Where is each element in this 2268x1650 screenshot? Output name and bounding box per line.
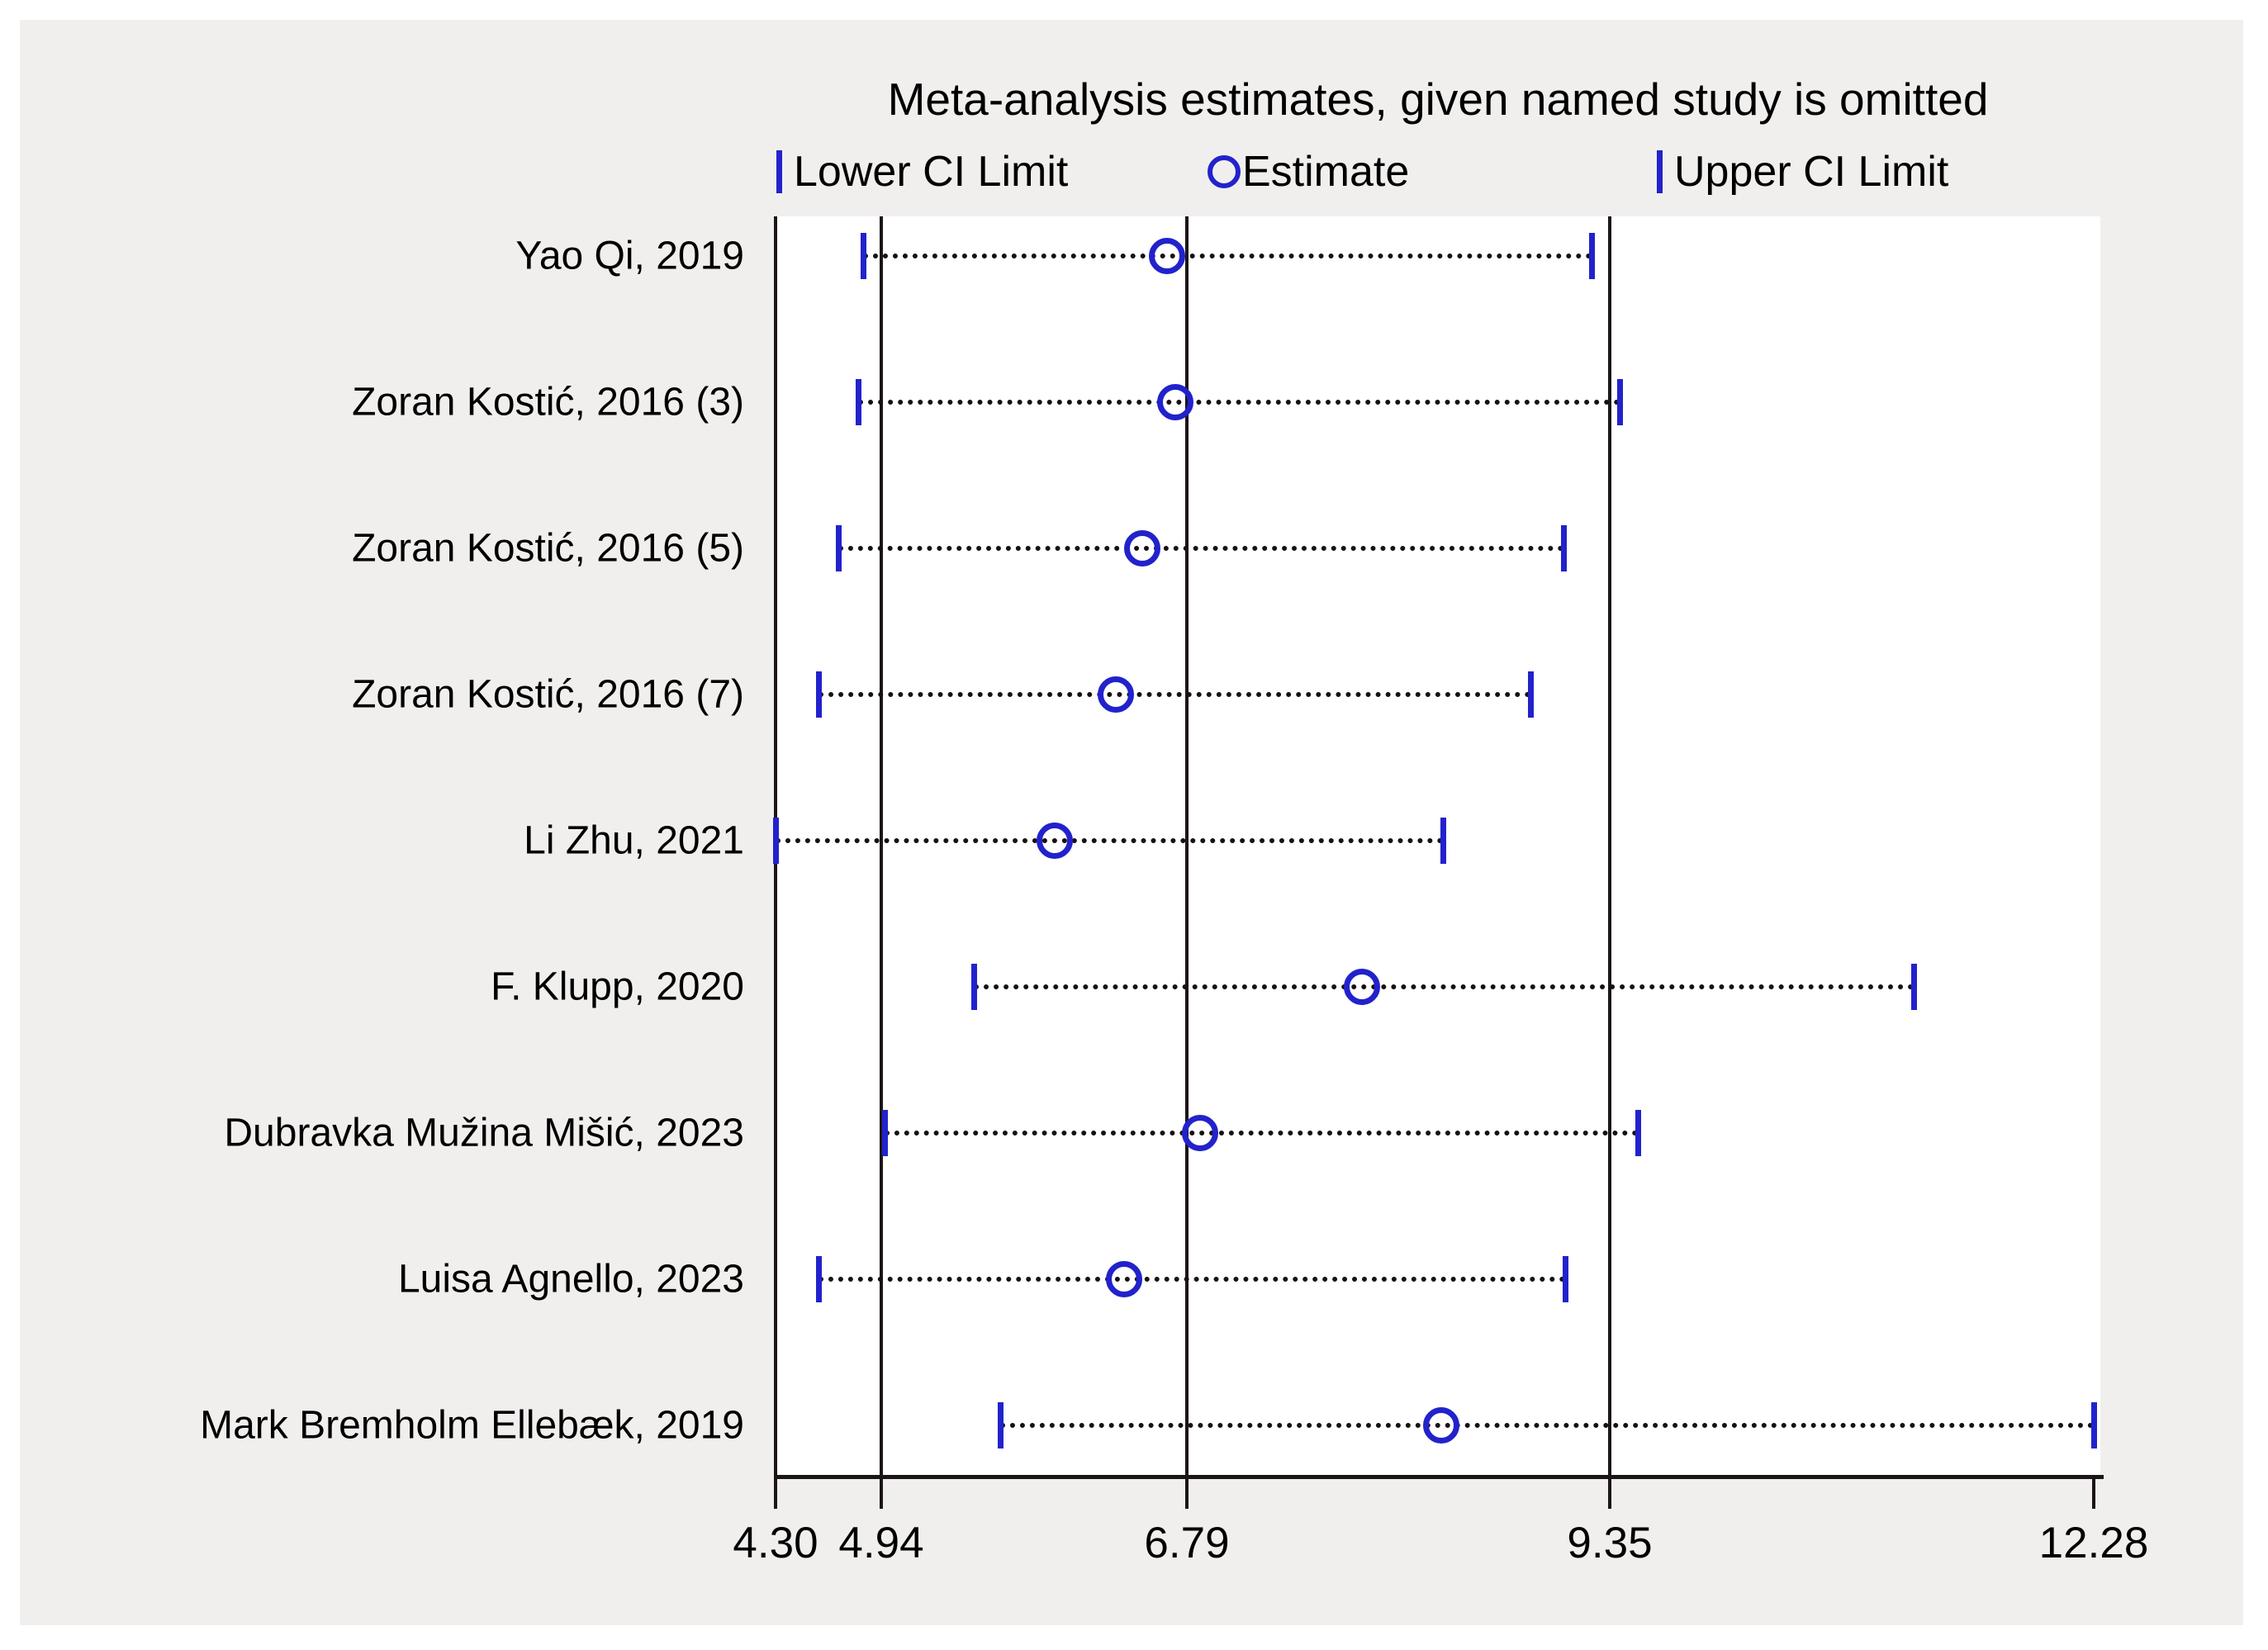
- study-label: Dubravka Mužina Mišić, 2023: [224, 1111, 744, 1155]
- lower-ci-marker: [861, 233, 866, 279]
- legend: Lower CI Limit Estimate Upper CI Limit: [0, 145, 2268, 198]
- estimate-circle-icon: [1208, 155, 1241, 188]
- estimate-marker: [1106, 1261, 1142, 1297]
- x-axis-tick-label: 9.35: [1567, 1519, 1653, 1567]
- lower-ci-marker: [773, 818, 779, 864]
- x-axis-tick-label: 4.94: [838, 1519, 924, 1567]
- ci-interval-line: [818, 692, 1530, 697]
- ci-interval-line: [1000, 1423, 2094, 1428]
- legend-label-upper-ci: Upper CI Limit: [1674, 148, 1949, 196]
- lower-ci-bar-icon: [776, 150, 782, 193]
- estimate-marker: [1182, 1115, 1218, 1151]
- estimate-marker: [1344, 969, 1380, 1005]
- legend-item-estimate: Estimate: [1208, 145, 1409, 198]
- lower-ci-marker: [836, 525, 842, 571]
- study-label: Zoran Kostić, 2016 (3): [352, 380, 744, 424]
- study-label: F. Klupp, 2020: [491, 965, 744, 1009]
- x-axis-tick-label: 6.79: [1144, 1519, 1230, 1567]
- ci-interval-line: [863, 254, 1592, 258]
- lower-ci-marker: [816, 671, 822, 718]
- x-axis-tick: [774, 1479, 777, 1509]
- reference-line: [1608, 216, 1611, 1475]
- study-label: Mark Bremholm Ellebæk, 2019: [200, 1403, 744, 1448]
- estimate-marker: [1037, 823, 1073, 859]
- x-axis-tick: [1608, 1479, 1611, 1509]
- reference-line: [880, 216, 883, 1475]
- upper-ci-marker: [1617, 379, 1623, 425]
- reference-line: [1185, 216, 1189, 1475]
- legend-item-upper-ci: Upper CI Limit: [1657, 145, 1948, 198]
- upper-ci-marker: [1440, 818, 1446, 864]
- lower-ci-marker: [998, 1402, 1004, 1448]
- estimate-marker: [1423, 1407, 1459, 1444]
- x-axis-tick-label: 4.30: [733, 1519, 818, 1567]
- legend-label-estimate: Estimate: [1242, 148, 1410, 196]
- upper-ci-bar-icon: [1657, 150, 1663, 193]
- ci-interval-line: [858, 400, 1620, 405]
- x-axis-tick-label: 12.28: [2038, 1519, 2149, 1567]
- lower-ci-marker: [882, 1110, 888, 1156]
- chart-title: Meta-analysis estimates, given named stu…: [887, 73, 1989, 125]
- x-axis-tick: [2092, 1479, 2095, 1509]
- upper-ci-marker: [1589, 233, 1595, 279]
- x-axis-tick: [880, 1479, 883, 1509]
- estimate-marker: [1098, 676, 1134, 713]
- upper-ci-marker: [1911, 964, 1917, 1010]
- upper-ci-marker: [1635, 1110, 1641, 1156]
- legend-label-lower-ci: Lower CI Limit: [794, 148, 1069, 196]
- x-axis-line: [774, 1475, 2104, 1479]
- study-label: Zoran Kostić, 2016 (7): [352, 672, 744, 717]
- upper-ci-marker: [2091, 1402, 2097, 1448]
- x-axis-tick: [1185, 1479, 1189, 1509]
- ci-interval-line: [818, 1277, 1565, 1282]
- estimate-marker: [1149, 238, 1185, 274]
- estimate-marker: [1124, 530, 1160, 567]
- ci-interval-line: [974, 984, 1914, 989]
- ci-interval-line: [776, 838, 1443, 843]
- study-label: Li Zhu, 2021: [524, 818, 744, 863]
- lower-ci-marker: [816, 1256, 822, 1302]
- ci-interval-line: [838, 546, 1563, 551]
- study-label: Luisa Agnello, 2023: [397, 1257, 744, 1302]
- upper-ci-marker: [1528, 671, 1534, 718]
- estimate-marker: [1157, 384, 1193, 420]
- upper-ci-marker: [1561, 525, 1567, 571]
- ci-interval-line: [885, 1131, 1638, 1136]
- study-label: Yao Qi, 2019: [515, 234, 744, 278]
- lower-ci-marker: [971, 964, 977, 1010]
- upper-ci-marker: [1563, 1256, 1568, 1302]
- plot-area: [776, 216, 2100, 1475]
- lower-ci-marker: [856, 379, 861, 425]
- legend-item-lower-ci: Lower CI Limit: [776, 145, 1068, 198]
- study-label: Zoran Kostić, 2016 (5): [352, 526, 744, 571]
